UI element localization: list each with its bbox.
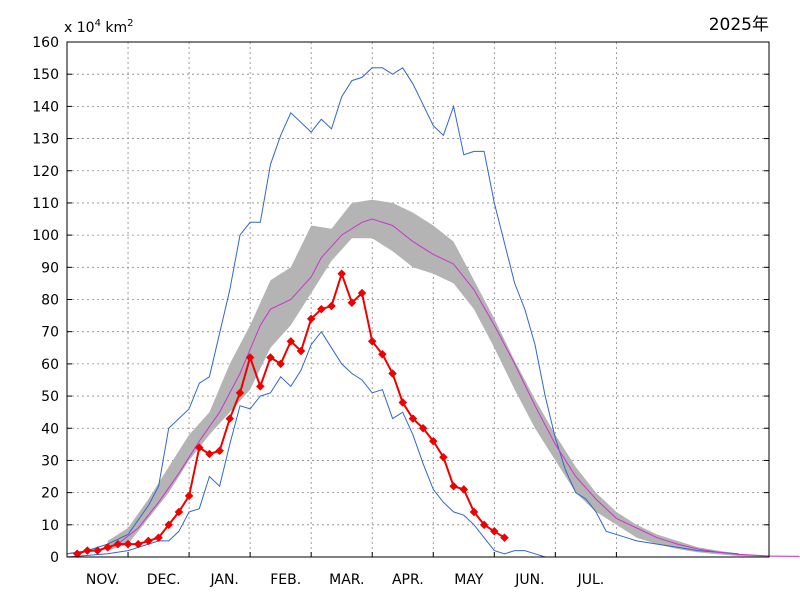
x-tick-label: MAR. (329, 572, 364, 588)
data-point-marker (378, 349, 387, 359)
x-tick-label: JUL. (577, 572, 605, 588)
y-tick-label: 140 (32, 99, 59, 115)
data-point-marker (235, 388, 245, 398)
y-tick-label: 120 (32, 164, 59, 180)
x-tick-label: DEC. (147, 572, 181, 588)
data-point-marker (174, 507, 184, 517)
data-point-marker (113, 539, 123, 549)
series-mean-line (66, 218, 800, 557)
y-tick-label: 150 (32, 67, 59, 83)
data-point-marker (103, 542, 113, 552)
data-point-marker (245, 353, 255, 362)
y-tick-label: 130 (32, 132, 59, 148)
data-point-marker (72, 549, 82, 559)
y-tick-label: 70 (41, 325, 59, 341)
data-point-marker (276, 359, 286, 369)
y-axis-unit-label: x 104 km2 (64, 18, 134, 36)
data-point-marker (418, 423, 428, 433)
data-point-marker (367, 336, 377, 346)
data-point-marker (93, 546, 102, 555)
data-point-marker (388, 369, 397, 378)
y-tick-label: 110 (32, 196, 59, 212)
y-tick-label: 40 (41, 421, 59, 437)
data-point-marker (469, 507, 479, 517)
data-point-marker (133, 539, 143, 549)
data-point-marker (408, 414, 418, 423)
series-min-line (66, 330, 576, 558)
data-point-marker (255, 382, 265, 391)
data-point-marker (144, 536, 153, 546)
y-tick-label: 30 (41, 453, 59, 469)
data-point-marker (489, 526, 499, 536)
data-point-marker (398, 398, 408, 407)
data-point-marker (215, 446, 224, 456)
y-tick-label: 10 (41, 518, 59, 534)
data-point-marker (337, 269, 347, 279)
x-tick-label: FEB. (270, 572, 301, 588)
y-tick-label: 90 (41, 260, 59, 276)
data-point-marker (459, 485, 469, 494)
data-point-marker (123, 539, 133, 549)
data-point-marker (225, 414, 235, 423)
data-point-marker (184, 491, 194, 501)
data-point-marker (428, 436, 438, 446)
data-point-marker (296, 346, 306, 356)
data-point-marker (327, 301, 336, 311)
y-axis: 0 10 20 30 40 50 60 70 80 90 100 110 120 130 140 150 160 (32, 35, 769, 566)
y-tick-label: 60 (41, 357, 59, 373)
data-point-marker (82, 546, 92, 555)
chart-title: 2025年 (709, 15, 769, 35)
data-point-marker (449, 481, 458, 491)
data-point-marker (316, 304, 326, 314)
data-point-marker (154, 533, 163, 543)
data-point-marker (286, 336, 296, 346)
data-point-marker (347, 298, 357, 308)
data-point-marker (164, 520, 174, 530)
x-tick-label: NOV. (86, 572, 119, 588)
data-point-marker (500, 533, 509, 543)
x-tick-label: MAY (454, 572, 484, 588)
data-point-marker (205, 449, 214, 459)
data-point-marker (306, 314, 316, 324)
x-tick-label: JUN. (514, 572, 544, 588)
series-max-line (66, 67, 739, 555)
y-tick-label: 80 (41, 293, 59, 309)
x-axis: NOV. DEC. JAN. FEB. MAR. APR. MAY JUN. JUL. (86, 552, 617, 588)
series-current-markers (72, 269, 509, 559)
x-tick-label: JAN. (210, 572, 239, 588)
data-point-marker (266, 353, 275, 362)
y-tick-label: 50 (41, 389, 59, 405)
series-band-area (107, 199, 800, 557)
data-point-marker (357, 288, 367, 298)
y-tick-label: 100 (32, 228, 59, 244)
grid (67, 42, 769, 557)
x-tick-label: APR. (392, 572, 424, 588)
y-tick-label: 0 (50, 550, 59, 566)
y-tick-label: 160 (32, 35, 59, 51)
y-tick-label: 20 (41, 486, 59, 502)
data-point-marker (479, 520, 489, 530)
data-point-marker (194, 443, 204, 452)
data-point-marker (439, 452, 448, 462)
